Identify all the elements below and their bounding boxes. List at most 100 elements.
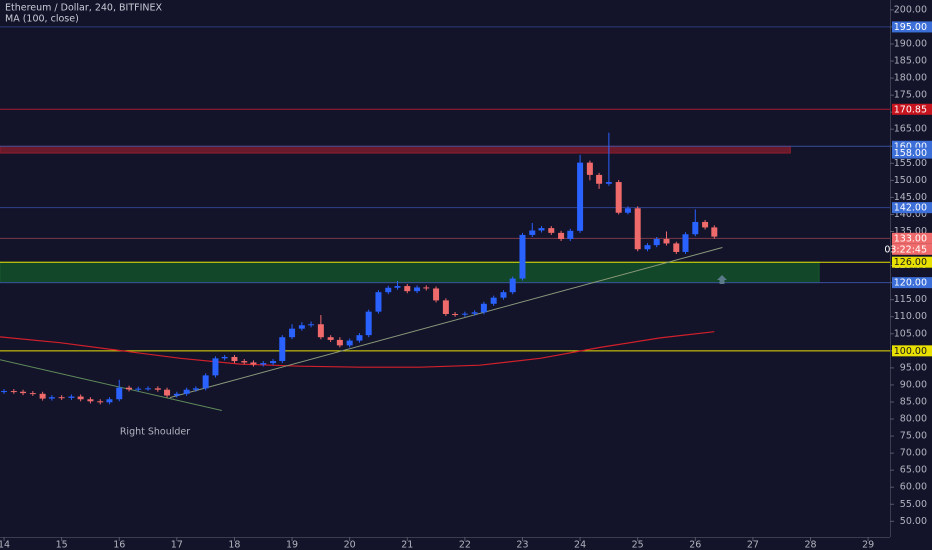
x-tick-label: 22 (459, 540, 471, 550)
y-tick-label: 155.00 (894, 158, 927, 169)
level-label-box (892, 202, 932, 214)
candle-body (586, 162, 593, 175)
candle-body (183, 389, 190, 394)
countdown: 03:22:45 (884, 244, 927, 255)
level-label-box (892, 345, 932, 357)
candle-body (414, 287, 421, 292)
candle-body (270, 361, 277, 364)
zone (0, 145, 791, 154)
x-tick-label: 15 (56, 540, 68, 550)
x-tick-label: 18 (228, 540, 240, 550)
x-tick-label: 27 (747, 540, 759, 550)
candle-body (558, 232, 565, 240)
candle-body (164, 389, 171, 396)
y-tick-label: 115.00 (894, 294, 927, 305)
candle-body (471, 312, 478, 314)
candle-body (250, 362, 257, 365)
candle-body (212, 358, 219, 376)
candle-body (615, 182, 622, 213)
y-tick-label: 190.00 (894, 38, 927, 49)
x-tick-label: 28 (804, 540, 816, 550)
candle-body (260, 363, 267, 365)
candle-body (577, 162, 584, 231)
x-tick-label: 25 (632, 540, 644, 550)
y-tick-label: 65.00 (900, 465, 927, 476)
candle-body (356, 335, 363, 341)
level-label: 170.85 (894, 104, 927, 115)
candle-body (375, 292, 382, 312)
candle-body (298, 325, 305, 329)
y-tick-label: 140.00 (894, 209, 927, 220)
candle-body (442, 300, 449, 315)
candle-body (10, 391, 17, 393)
zone (0, 261, 820, 284)
level-label-box (892, 256, 932, 268)
x-tick-label: 26 (689, 540, 701, 550)
level-label-box (892, 140, 932, 152)
x-tick-label: 23 (516, 540, 528, 550)
level-label: 120.00 (894, 278, 927, 289)
candle-body (663, 239, 670, 244)
candle-body (20, 391, 27, 394)
candle-body (279, 337, 286, 362)
level-label: 100.00 (894, 346, 927, 357)
candle-body (480, 303, 487, 313)
y-tick-label: 105.00 (894, 328, 927, 339)
candle-body (116, 387, 123, 400)
x-tick-label: 14 (0, 540, 10, 550)
y-tick-label: 175.00 (894, 90, 927, 101)
y-tick-label: 75.00 (900, 431, 927, 442)
candle-body (490, 297, 497, 304)
arrow-up-icon (717, 275, 727, 284)
candle-body (289, 328, 296, 338)
trendline (169, 247, 723, 399)
candle-body (385, 287, 392, 293)
y-tick-label: 150.00 (894, 175, 927, 186)
candle-body (192, 388, 199, 390)
chart-title: Ethereum / Dollar, 240, BITFINEX (5, 3, 162, 14)
y-tick-label: 145.00 (894, 192, 927, 203)
candle-body (241, 361, 248, 363)
candle-body (1, 391, 8, 393)
candle-body (567, 230, 574, 240)
candle-body (173, 393, 180, 396)
indicator-legend: MA (100, close) (5, 14, 79, 25)
candle-body (29, 393, 36, 395)
annotation: Right Shoulder (120, 427, 190, 438)
y-tick-label: 185.00 (894, 56, 927, 67)
candle-body (644, 245, 651, 250)
candle-body (48, 397, 55, 399)
candle-body (317, 324, 324, 338)
candle-body (58, 397, 65, 399)
moving-average (0, 331, 715, 368)
candle-body (529, 230, 536, 235)
x-tick-label: 16 (113, 540, 125, 550)
candle-body (145, 388, 152, 390)
x-tick-label: 17 (171, 540, 183, 550)
level-label: 133.00 (894, 233, 927, 244)
level-label-box (892, 21, 932, 33)
candle-body (500, 292, 507, 298)
level-label: 142.00 (894, 203, 927, 214)
candle-body (202, 375, 209, 389)
level-label-box (892, 277, 932, 289)
candle-body (336, 339, 343, 346)
candle-body (154, 388, 161, 390)
y-tick-label: 180.00 (894, 73, 927, 84)
y-tick-label: 80.00 (900, 414, 927, 425)
candle-body (461, 313, 468, 315)
candle-body (433, 288, 440, 301)
candle-body (365, 311, 372, 336)
candle-body (423, 287, 430, 289)
trendline (0, 359, 222, 411)
candle-body (126, 387, 133, 390)
level-label: 158.00 (894, 148, 927, 159)
candle-body (624, 208, 631, 213)
candle-body (605, 182, 612, 184)
x-tick-label: 24 (574, 540, 586, 550)
candle-body (346, 340, 353, 346)
candle-body (327, 337, 334, 340)
level-label: 160.00 (894, 141, 927, 152)
candle-body (702, 221, 709, 228)
